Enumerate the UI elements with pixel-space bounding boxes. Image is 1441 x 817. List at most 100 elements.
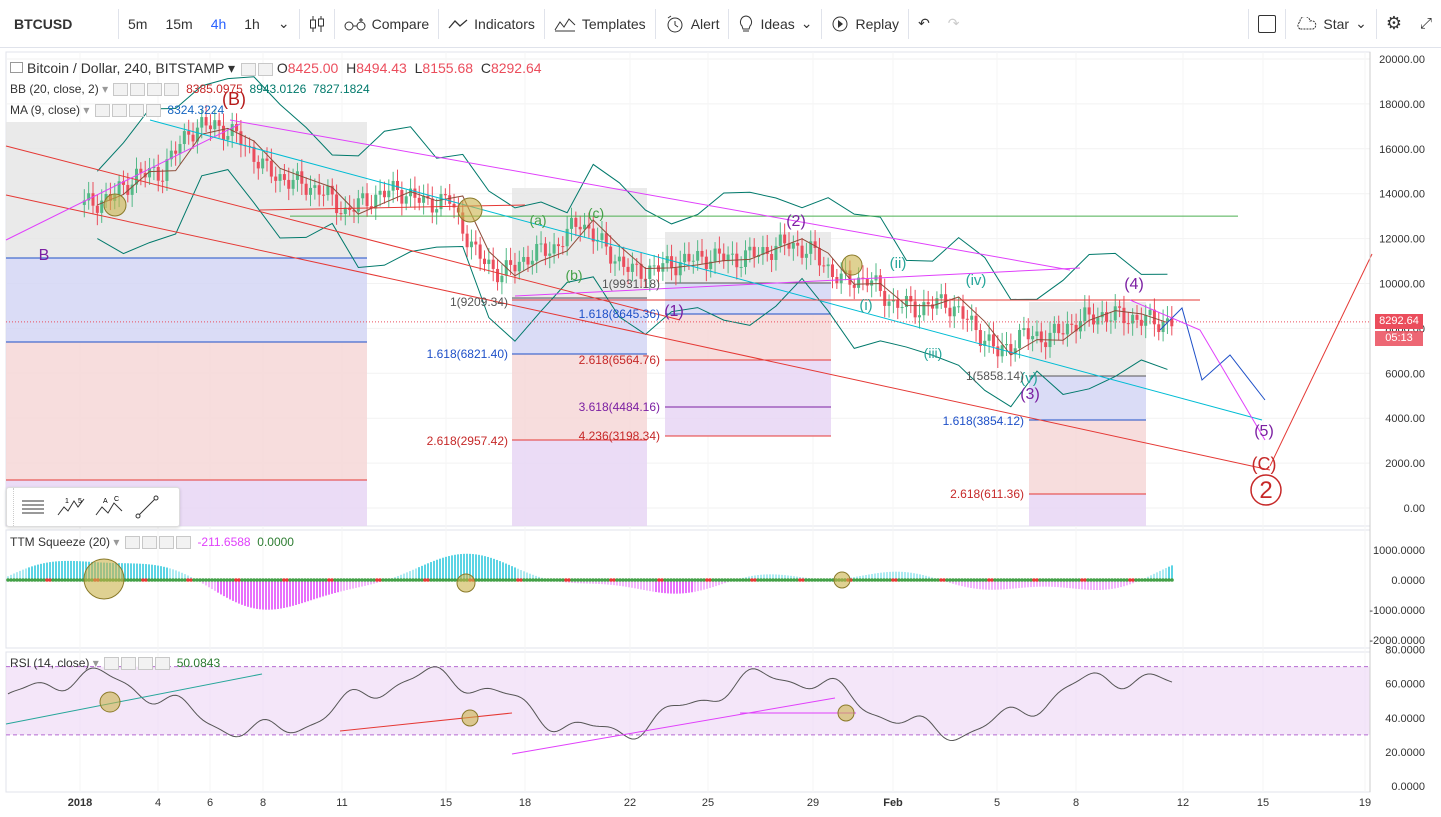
squeeze-dot [993,578,997,582]
settings-button[interactable]: ⚙ [1377,0,1411,47]
chevron-down-icon[interactable]: ▾ [92,656,99,670]
candle-body [339,213,343,215]
candle-body [1009,344,1013,355]
squeeze-dot [363,578,367,582]
squeeze-dot [45,578,49,582]
chevron-down-icon[interactable]: ▾ [113,535,120,549]
squeeze-dot [762,578,766,582]
interval-1h[interactable]: 1h [244,15,260,32]
squeeze-dot [585,578,589,582]
candle-body [556,244,560,247]
replay-button[interactable]: Replay [822,0,908,47]
squeeze-dot [69,578,73,582]
compare-button[interactable]: Compare [335,0,439,47]
interval-dropdown[interactable]: ⌄ [269,0,299,47]
chart-style-button[interactable] [300,0,334,47]
squeeze-dot [312,578,316,582]
squeeze-dot [753,578,757,582]
candle-body [1000,345,1004,357]
eye-icon[interactable] [94,104,110,118]
settings-icon[interactable] [130,83,146,97]
chart-area[interactable]: (B) B (C) (1) (2) (3) (4) (5) (i) (ii) (iii) (iv) (v… [0,48,1441,817]
candle-body [226,136,230,140]
candle-body [156,167,160,181]
price-chart-svg[interactable]: (B) B (C) (1) (2) (3) (4) (5) (i) (ii) (iii) (iv) (v… [0,48,1441,817]
star-button[interactable]: Star ⌄ [1286,0,1375,47]
eye-icon[interactable] [104,657,120,671]
candle-body [1052,323,1056,333]
settings-icon[interactable] [121,657,137,671]
squeeze-dot [498,578,502,582]
squeeze-dot [399,578,403,582]
eye-icon[interactable] [240,62,256,76]
squeeze-dot [354,578,358,582]
trendline-button[interactable] [128,488,166,526]
expand-button[interactable]: ⤢ [1411,0,1441,47]
rsi-trendline [5,673,263,725]
symbol-search[interactable]: BTCUSD [14,15,73,32]
ma-legend: MA (9, close) ▾ 8324.3224 [10,103,224,118]
squeeze-dot [222,578,226,582]
redo-button[interactable]: ↷ [939,0,969,47]
squeeze-dot [912,578,916,582]
squeeze-dot [1140,578,1144,582]
add-icon[interactable] [138,657,154,671]
squeeze-dot [1011,578,1015,582]
candle-body [1126,323,1130,325]
squeeze-dot [657,578,661,582]
candle-body [322,194,326,196]
close-icon[interactable] [175,536,191,550]
close-icon[interactable] [145,104,161,118]
fib-zone [665,360,831,436]
divider [821,8,823,39]
settings-icon[interactable] [141,536,157,550]
interval-5m[interactable]: 5m [128,15,148,32]
squeeze-dot [924,578,928,582]
squeeze-dot [159,578,163,582]
candle-body [722,253,726,262]
squeeze-dot [513,578,517,582]
chevron-down-icon[interactable]: ▾ [83,103,90,117]
candle-body [213,120,217,130]
settings-icon[interactable] [111,104,127,118]
squeeze-dot [216,578,220,582]
candle-body [700,250,704,257]
add-icon[interactable] [158,536,174,550]
close-icon[interactable] [164,83,180,97]
squeeze-dot [1002,578,1006,582]
eye-icon[interactable] [124,536,140,550]
squeeze-dot [1023,578,1027,582]
indicators-button[interactable]: Indicators [439,0,544,47]
squeeze-dot [1119,578,1123,582]
chevron-down-icon[interactable]: ▾ [102,82,109,96]
ideas-button[interactable]: Ideas ⌄ [729,0,821,47]
candle-body [1105,312,1109,322]
settings-icon[interactable] [257,62,273,76]
close-icon[interactable] [155,657,171,671]
squeeze-dot [1074,578,1078,582]
alert-button[interactable]: Alert [656,0,729,47]
squeeze-dot [552,578,556,582]
squeeze-dot [75,578,79,582]
interval-15m[interactable]: 15m [165,15,193,32]
candle-body [100,200,104,213]
legend-visibility-icon[interactable] [10,62,23,73]
fullscreen-toggle[interactable] [1249,0,1285,47]
legend-chevron-icon[interactable]: ▾ [228,60,236,76]
add-icon[interactable] [147,83,163,97]
eye-icon[interactable] [113,83,129,97]
squeeze-dot [420,578,424,582]
undo-button[interactable]: ↶ [909,0,939,47]
templates-button[interactable]: Templates [545,0,655,47]
squeeze-dot [999,578,1003,582]
interval-4h[interactable]: 4h [210,15,227,32]
fib-tool-button[interactable] [14,488,52,526]
drag-handle[interactable] [7,488,14,526]
add-icon[interactable] [128,104,144,118]
indicators-label: Indicators [474,15,535,32]
squeeze-dot [204,578,208,582]
candle-body [652,265,656,267]
